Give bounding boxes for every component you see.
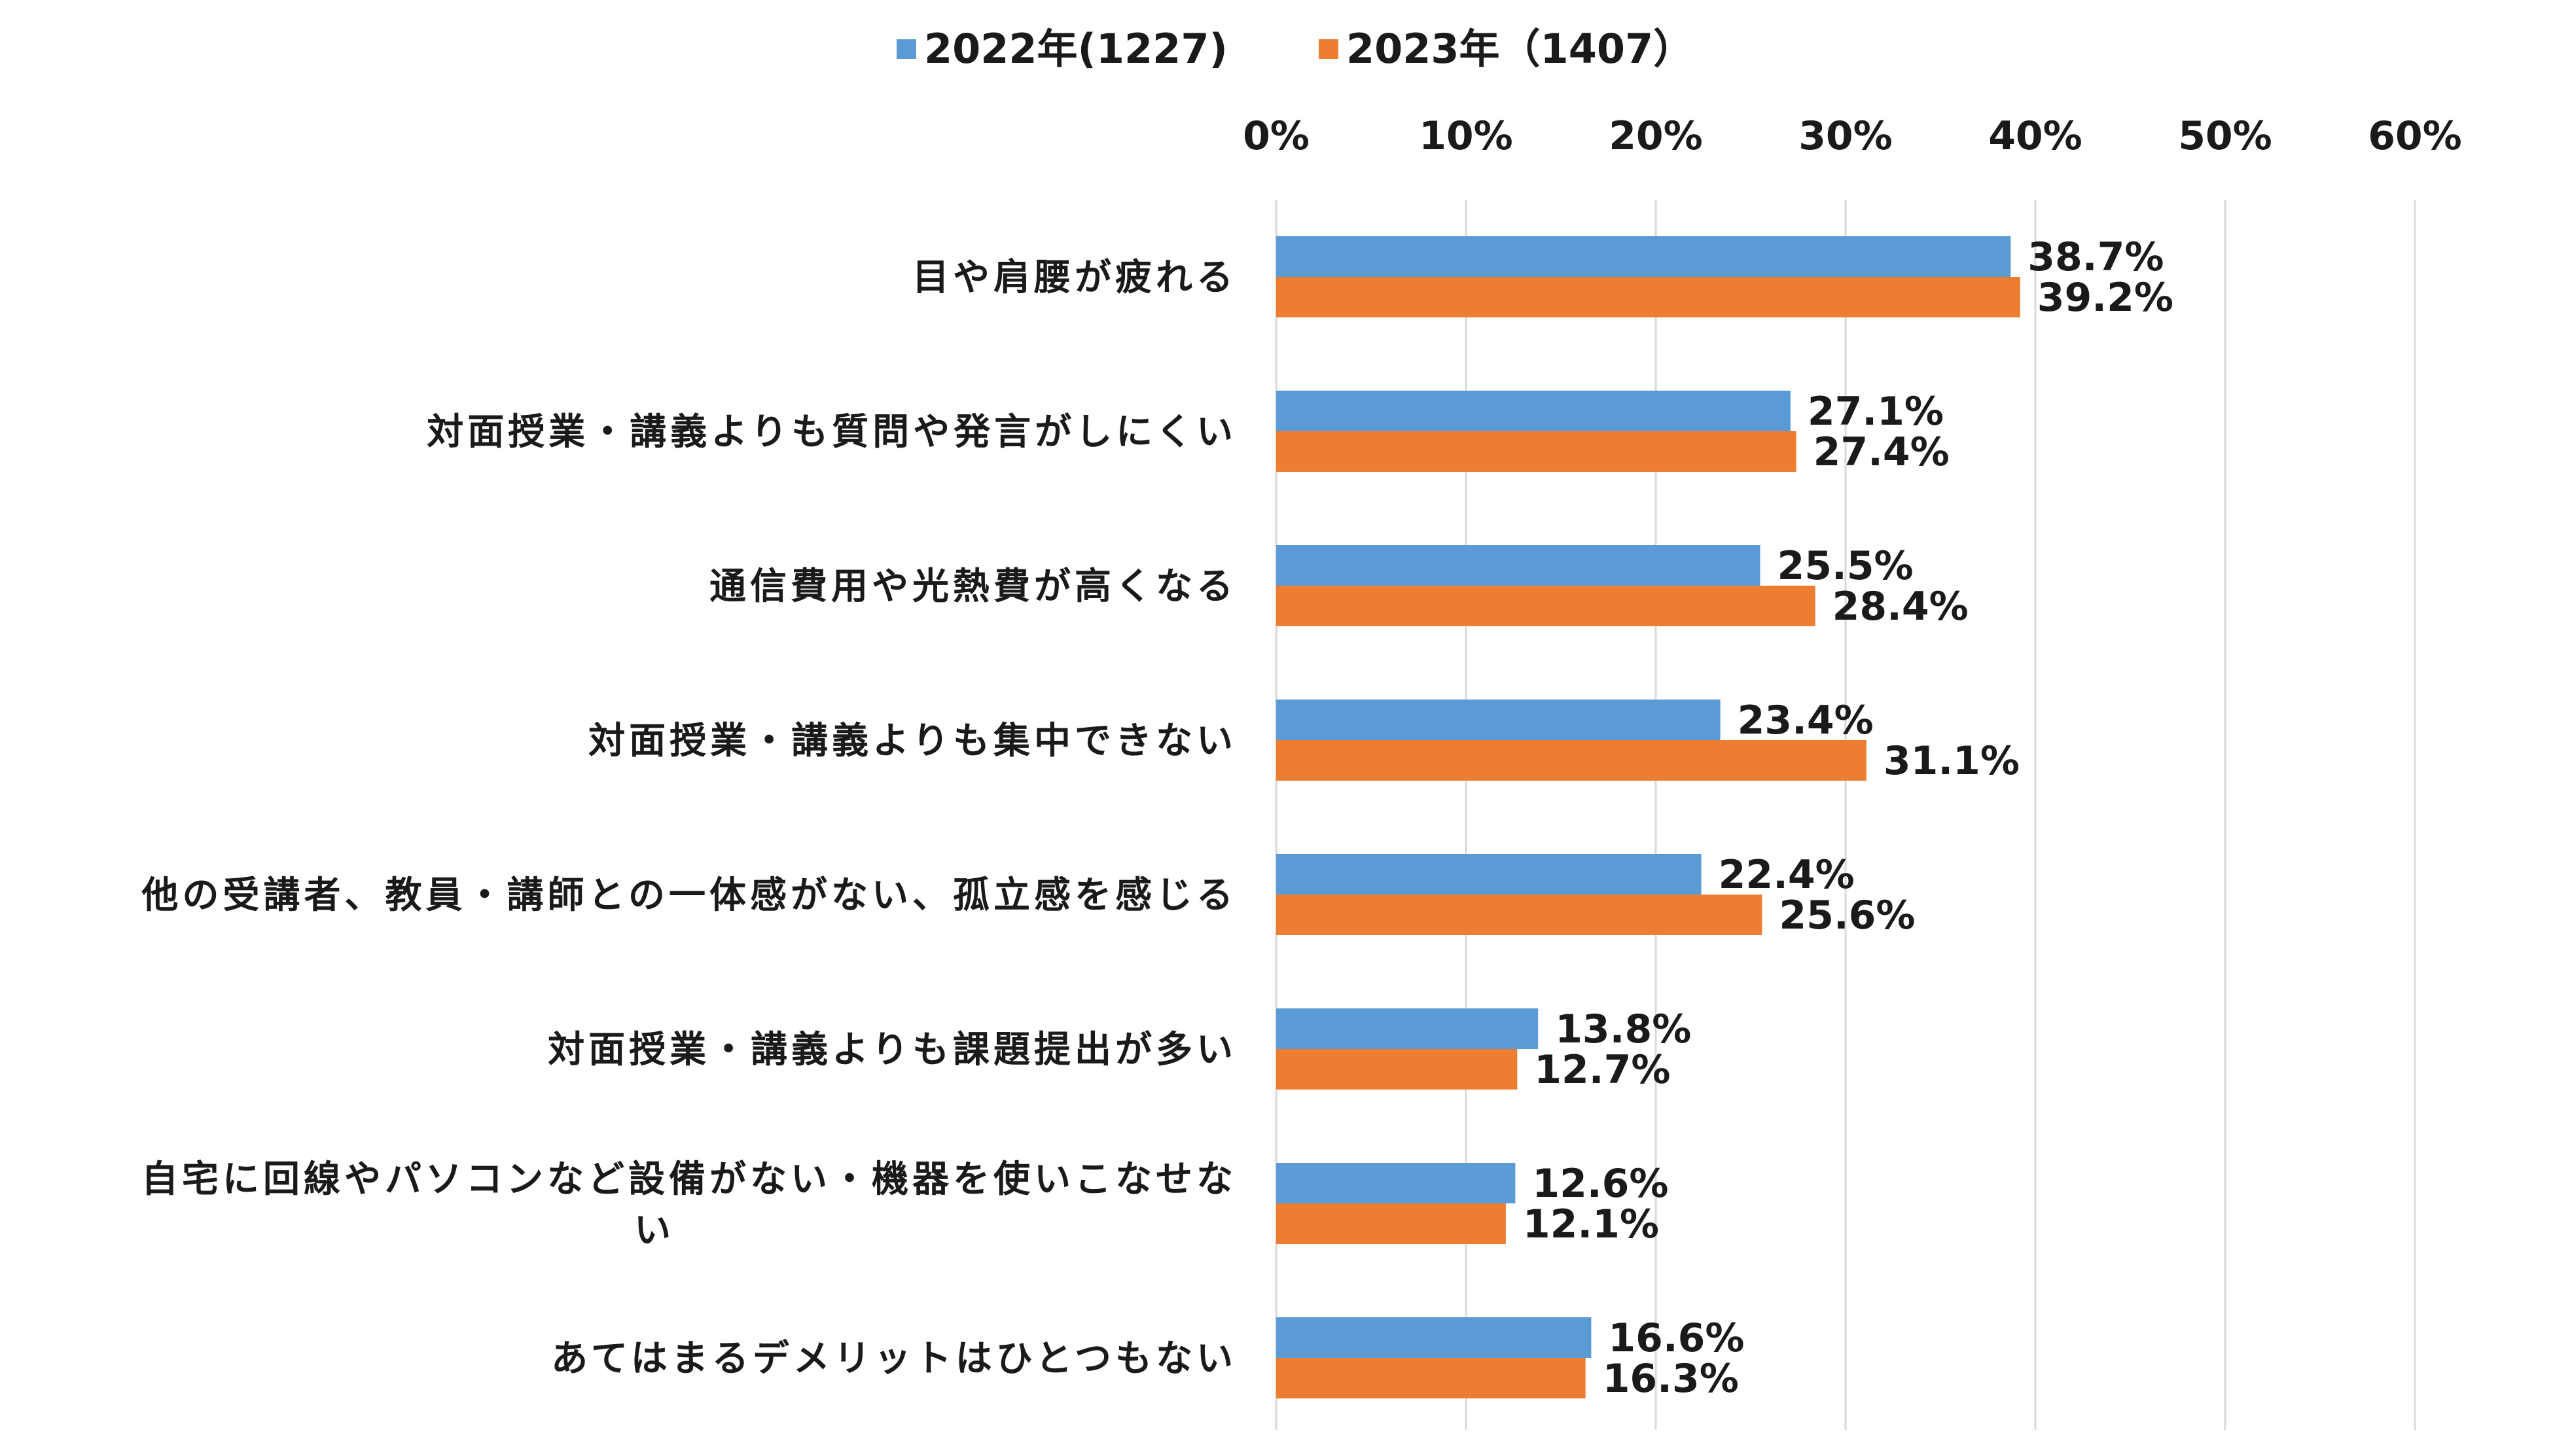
x-tick-label: 60% [2368, 113, 2462, 159]
legend-swatch [897, 39, 916, 59]
bar [1276, 895, 1762, 935]
category-label: 対面授業・講義よりも課題提出が多い [548, 1029, 1237, 1071]
bar [1276, 1203, 1506, 1244]
category-label: あてはまるデメリットはひとつもない [551, 1338, 1237, 1380]
bar [1276, 1358, 1586, 1398]
category-labels: 目や肩腰が疲れる対面授業・講義よりも質問や発言がしにくい通信費用や光熱費が高くな… [141, 257, 1237, 1380]
data-label: 12.6% [1532, 1161, 1668, 1207]
data-label: 13.8% [1555, 1006, 1691, 1052]
x-tick-label: 50% [2178, 113, 2272, 159]
bar [1276, 277, 2020, 317]
data-labels: 38.7%39.2% 27.1%27.4% 25.5%28.4% 23.4%31.1%… [1523, 234, 2173, 1402]
data-label: 38.7% [2027, 234, 2164, 280]
category-label: 自宅に回線やパソコンなど設備がない・機器を使いこなせない [141, 1158, 1237, 1252]
data-label: 22.4% [1719, 852, 1855, 898]
bar [1276, 1008, 1539, 1049]
x-axis-tick-labels: 0% 10% 20% 30% 40% 50% 60% [1243, 113, 2462, 159]
legend: 2022年(1227) 2023年（1407） [897, 25, 1694, 73]
x-tick-label: 0% [1243, 113, 1310, 159]
bar [1276, 1049, 1518, 1090]
data-label: 39.2% [2037, 275, 2173, 321]
bars [1276, 236, 2020, 1398]
bar [1276, 1163, 1516, 1203]
x-tick-label: 10% [1419, 113, 1513, 159]
category-label: 他の受講者、教員・講師との一体感がない、孤立感を感じる [141, 874, 1237, 917]
bar [1276, 740, 1866, 781]
x-tick-label: 40% [1988, 113, 2082, 159]
data-label: 23.4% [1738, 698, 1874, 743]
legend-swatch [1319, 39, 1338, 59]
data-label: 28.4% [1832, 584, 1969, 630]
bar [1276, 431, 1796, 472]
data-label: 16.6% [1608, 1315, 1744, 1361]
bar [1276, 700, 1721, 740]
data-label: 31.1% [1884, 738, 2020, 784]
bar [1276, 545, 1760, 586]
data-label: 27.4% [1813, 429, 1950, 475]
data-label: 25.5% [1777, 543, 1914, 589]
category-label: 対面授業・講義よりも質問や発言がしにくい [427, 411, 1237, 453]
bar [1276, 236, 2011, 277]
category-label: 目や肩腰が疲れる [912, 257, 1237, 299]
data-label: 16.3% [1603, 1356, 1739, 1402]
category-label: 通信費用や光熱費が高くなる [709, 565, 1237, 608]
legend-label: 2023年（1407） [1346, 25, 1694, 73]
gridlines [1275, 200, 2416, 1430]
bar [1276, 391, 1791, 431]
bar [1276, 854, 1702, 895]
bar [1276, 1317, 1592, 1358]
x-tick-label: 20% [1609, 113, 1703, 159]
data-label: 27.1% [1808, 389, 1944, 435]
category-label: 対面授業・講義よりも集中できない [588, 720, 1237, 762]
legend-label: 2022年(1227) [924, 25, 1228, 73]
x-tick-label: 30% [1798, 113, 1893, 159]
bar [1276, 586, 1815, 626]
data-label: 25.6% [1779, 893, 1915, 938]
data-label: 12.7% [1534, 1047, 1670, 1093]
data-label: 12.1% [1523, 1201, 1659, 1247]
